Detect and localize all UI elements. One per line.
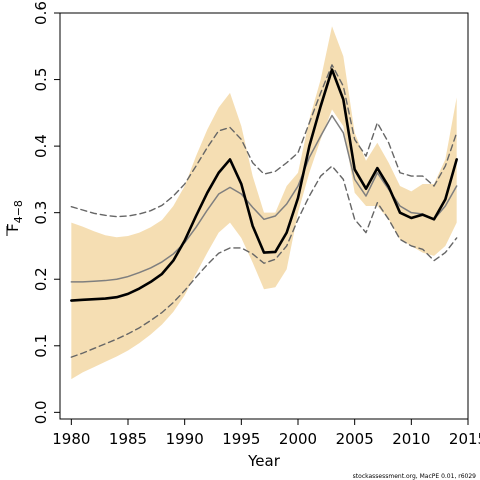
y-tick-label: 0.2	[32, 267, 50, 291]
y-tick-label: 0.6	[32, 1, 50, 25]
y-tick-label: 0.4	[32, 134, 50, 158]
x-tick-label: 1990	[166, 430, 204, 448]
confidence-band-layer	[71, 26, 457, 380]
x-tick-label: 2000	[279, 430, 317, 448]
y-axis-title: F4−8	[4, 200, 25, 232]
y-tick-label: 0.0	[32, 400, 50, 424]
series-line-estimate	[70, 68, 458, 302]
series-layer	[70, 64, 458, 358]
y-axis-title-main: F	[4, 223, 22, 232]
svg-text:F4−8: F4−8	[4, 200, 25, 232]
y-tick-label: 0.1	[32, 334, 50, 358]
y-axis: 0.0 0.1 0.2 0.3 0.4 0.5 0.6	[32, 1, 61, 424]
y-tick-label: 0.3	[32, 201, 50, 225]
x-tick-label: 2010	[392, 430, 430, 448]
x-tick-label: 2005	[336, 430, 374, 448]
series-line-alternative-lower-bound	[70, 165, 458, 358]
y-tick-label: 0.5	[32, 68, 50, 92]
credit-footer: stockassessment.org, MacPE 0.01, r6029	[353, 473, 477, 480]
series-line-alternative-upper-bound	[70, 64, 458, 218]
x-tick-label: 2015	[449, 430, 480, 448]
x-tick-label: 1995	[222, 430, 260, 448]
y-axis-title-subscript: 4−8	[12, 200, 25, 223]
x-tick-label: 1980	[52, 430, 90, 448]
x-axis-title: Year	[247, 452, 281, 470]
x-axis: 1980 1985 1990 1995 2000 2005 2010 2015	[52, 418, 480, 448]
confidence-band	[71, 26, 457, 380]
x-tick-label: 1985	[109, 430, 147, 448]
